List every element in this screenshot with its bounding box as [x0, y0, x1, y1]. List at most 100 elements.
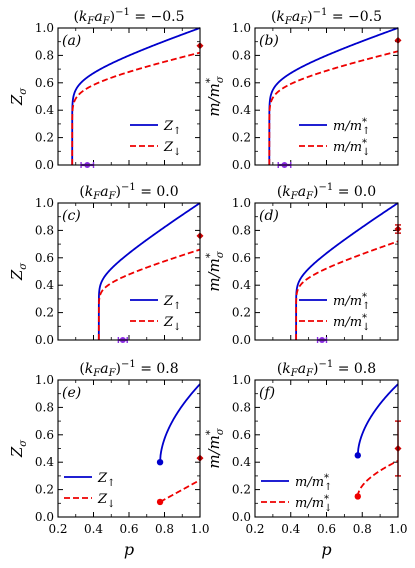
title-text: ( — [271, 9, 276, 25]
y-label-sub: σ — [18, 439, 29, 447]
title-text: ) — [110, 9, 115, 25]
y-tick-label: 0.6 — [232, 251, 251, 265]
series-line — [97, 202, 201, 341]
panel-e: 0.2 0.4 0.6 0.8 1.00.00.20.40.60.81.0(e)(kFa… — [8, 359, 210, 559]
y-tick-label: 0.4 — [35, 103, 54, 117]
y-tick-label: 0.0 — [232, 333, 251, 347]
title-text: ( — [277, 184, 282, 200]
title-text: F — [305, 368, 314, 379]
legend-text: m/m — [333, 315, 362, 330]
title-text: F — [92, 368, 101, 379]
y-axis-label: Zσ — [8, 439, 29, 458]
y-tick-label: 0.8 — [35, 48, 54, 62]
plot-frame — [254, 27, 399, 166]
y-tick-label: 0.6 — [232, 76, 251, 90]
title-text: ) — [313, 361, 318, 377]
title-text: F — [86, 16, 95, 27]
y-label-sub: σ — [215, 427, 226, 435]
y-tick-label: 0.8 — [232, 223, 251, 237]
title-text: = 0.8 — [136, 361, 179, 377]
title-text: F — [284, 16, 293, 27]
legend-sub: ↓ — [324, 503, 332, 514]
title-text: ) — [307, 9, 312, 25]
legend-sub: ↑ — [362, 126, 370, 137]
legend-text: Z — [163, 140, 174, 155]
panel-label: (a) — [62, 33, 81, 49]
y-axis-label: Zσ — [8, 262, 29, 281]
x-tick-label: 0.4 — [281, 522, 300, 536]
title-text: k — [282, 361, 290, 377]
y-tick-label: 1.0 — [35, 196, 54, 210]
y-tick-label: 0.0 — [35, 510, 54, 524]
plot-frame — [254, 379, 399, 518]
legend-sub: ↓ — [173, 147, 181, 158]
legend-entry: Z↑ — [163, 119, 181, 137]
x-tick-label: 0.8 — [155, 522, 174, 536]
x-tick-label: 0.6 — [119, 522, 138, 536]
y-label-sup: * — [205, 78, 216, 83]
y-label-sup: * — [205, 430, 216, 435]
legend-sub: ↑ — [362, 301, 370, 312]
title-text: = −0.5 — [327, 9, 382, 25]
y-label-text: m/m — [205, 435, 223, 469]
panel-label: (d) — [259, 208, 279, 224]
title-text: F — [108, 368, 117, 379]
series-line — [295, 202, 399, 341]
title-text: F — [290, 191, 299, 202]
y-label-text: Z — [8, 269, 26, 281]
panel-title: (kFaF)−1 = 0.8 — [277, 359, 376, 379]
y-tick-label: 0.2 — [232, 483, 251, 497]
y-label-sup: * — [205, 253, 216, 258]
legend-entry: m/m* ↑ — [333, 117, 370, 137]
y-tick-label: 0.0 — [232, 510, 251, 524]
legend-text: m/m — [333, 119, 362, 134]
title-text: −1 — [121, 182, 136, 193]
legend-sub: ↑ — [173, 126, 181, 137]
title-text: ) — [313, 184, 318, 200]
x-tick-label: 1.0 — [388, 522, 407, 536]
title-text: F — [102, 16, 111, 27]
legend-sup: * — [324, 473, 329, 484]
y-tick-label: 1.0 — [232, 196, 251, 210]
y-tick-label: 0.2 — [35, 306, 54, 320]
y-axis-label: m/m*σ — [205, 75, 226, 117]
panel-d: 0.00.20.40.60.81.0(d)(kFaF)−1 = 0.0m/m*σ… — [205, 182, 402, 347]
legend-sub: ↓ — [362, 322, 370, 333]
y-tick-label: 0.8 — [232, 48, 251, 62]
series-line — [97, 248, 201, 341]
panel-label: (b) — [259, 33, 279, 49]
legend-text: Z — [163, 315, 174, 330]
y-tick-label: 0.6 — [35, 76, 54, 90]
series-line — [356, 383, 399, 456]
legend-sub: ↓ — [173, 322, 181, 333]
legend-entry: Z↑ — [163, 294, 181, 312]
y-tick-label: 0.4 — [35, 455, 54, 469]
legend-sup: * — [324, 494, 329, 505]
legend-sub: ↓ — [362, 147, 370, 158]
y-tick-label: 0.6 — [35, 251, 54, 265]
legend-text: m/m — [333, 140, 362, 155]
legend-entry: Z↑ — [97, 471, 115, 489]
legend-entry: m/m* ↑ — [295, 473, 332, 493]
y-tick-label: 0.8 — [35, 223, 54, 237]
y-tick-label: 0.2 — [35, 131, 54, 145]
title-text: a — [94, 9, 102, 25]
y-tick-label: 0.4 — [232, 455, 251, 469]
title-text: F — [305, 191, 314, 202]
panel-title: (kFaF)−1 = 0.8 — [79, 359, 178, 379]
x-tick-label: 0.4 — [84, 522, 103, 536]
legend-text: m/m — [295, 475, 324, 490]
legend-entry: m/m* ↑ — [333, 292, 370, 312]
title-text: ) — [116, 184, 121, 200]
y-tick-label: 0.8 — [232, 400, 251, 414]
title-text: −1 — [121, 359, 136, 370]
panel-label: (c) — [62, 208, 81, 224]
legend-sub: ↑ — [324, 482, 332, 493]
y-label-text: Z — [8, 94, 26, 106]
title-text: ( — [73, 9, 78, 25]
y-tick-label: 0.2 — [35, 483, 54, 497]
panel-label: (f) — [259, 385, 275, 401]
x-tick-label: 0.8 — [353, 522, 372, 536]
y-label-sub: σ — [215, 75, 226, 83]
